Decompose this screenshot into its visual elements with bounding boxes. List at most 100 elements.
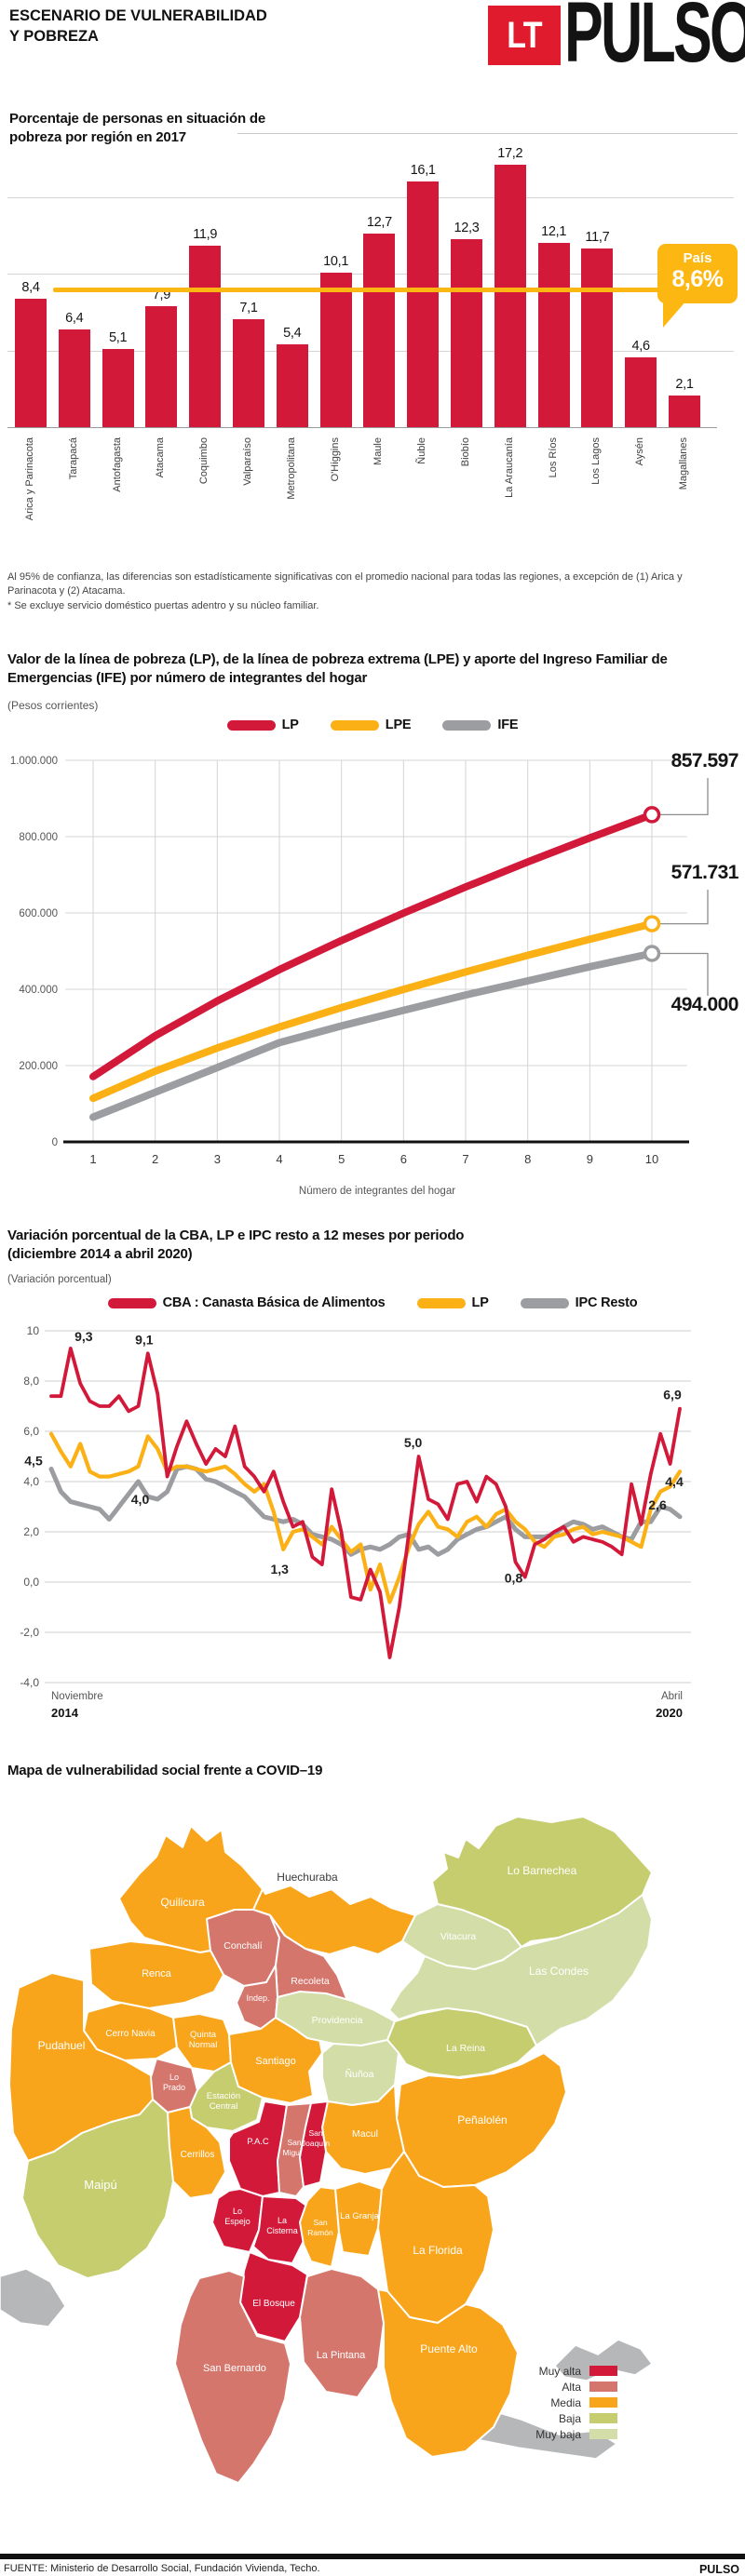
y-tick-label: 800.000 <box>19 832 58 843</box>
series-line-LP <box>48 1431 683 1604</box>
y-tick-label: 6,0 <box>23 1425 39 1438</box>
bar-value: 4,6 <box>631 339 651 354</box>
legend-swatch <box>330 719 379 731</box>
commune-label: Lo Barnechea <box>508 1864 577 1877</box>
commune-label: Indep. <box>246 1993 269 2003</box>
lp-line-chart: 1.000.000 800.000 600.000 400.000 200.000 0 1 2… <box>10 750 739 1166</box>
region-label: Coquimbo <box>198 437 210 485</box>
region-label: Metropolitana <box>285 437 297 500</box>
commune-label: La Pintana <box>317 2350 366 2361</box>
bar-chart-footnote: Al 95% de confianza, las diferencias son… <box>7 571 683 597</box>
var-chart-legend: CBA : Canasta Básica de Alimentos LP IPC R… <box>0 1295 745 1310</box>
end-value-label: 857.597 <box>671 750 738 771</box>
commune-label: Quinta Normal <box>189 2030 218 2050</box>
bar-value: 8,4 <box>21 280 40 295</box>
y-tick-label: 2,0 <box>23 1525 39 1538</box>
legend-swatch <box>226 719 276 731</box>
legend-item: IPC Resto <box>520 1295 638 1310</box>
commune-label: Vitacura <box>440 1931 476 1942</box>
end-point-LPE <box>643 915 661 932</box>
commune-label: La Granja <box>340 2211 379 2221</box>
lt-logo: LT <box>488 6 561 65</box>
bar <box>15 299 47 427</box>
footer-rule <box>0 2554 745 2559</box>
commune-label: El Bosque <box>252 2299 295 2309</box>
callout-label: País <box>683 250 712 266</box>
y-tick-label: -2,0 <box>20 1626 39 1639</box>
legend-swatch <box>107 1297 156 1308</box>
lp-chart-title: Valor de la línea de pobreza (LP), de la… <box>7 651 668 687</box>
region-label: Los Ríos <box>547 437 559 478</box>
x-tick-label: 10 <box>645 1152 658 1166</box>
var-chart-title: Variación porcentual de la CBA, LP e IPC… <box>7 1228 465 1263</box>
annotation-9,3: 9,3 <box>74 1329 93 1344</box>
bar <box>102 349 134 427</box>
bar <box>58 329 90 427</box>
bar-value: 12,7 <box>366 215 392 230</box>
commune-label: Peñalolén <box>457 2113 507 2127</box>
commune-shape-La Granja <box>334 2180 383 2257</box>
y-tick-label: 8,0 <box>23 1375 39 1388</box>
region-label: Valparaíso <box>242 437 253 486</box>
series-line-IPC Resto <box>48 1464 683 1557</box>
callout-value: 8,6% <box>671 266 724 292</box>
footer-brand: PULSO <box>698 2563 739 2576</box>
bar-value: 17,2 <box>497 146 523 161</box>
commune-label: La Cisterna <box>266 2216 298 2235</box>
commune-label: Huechuraba <box>277 1871 338 1884</box>
map-legend-swatch <box>589 2397 617 2408</box>
vulnerability-map: Quilicura Huechuraba Conchalí Recoleta Indep… <box>0 1816 654 2484</box>
y-tick-label: 1.000.000 <box>10 756 58 767</box>
annotation-4,0: 4,0 <box>131 1492 150 1507</box>
commune-label: Quilicura <box>160 1896 205 1909</box>
x-end-month: Abril <box>660 1691 683 1702</box>
commune-shape-La Cisterna <box>252 2195 310 2264</box>
x-tick-label: 5 <box>338 1152 345 1166</box>
map-legend-swatch <box>589 2429 617 2439</box>
source-note: FUENTE: Ministerio de Desarrollo Social,… <box>4 2563 320 2574</box>
region-label: O'Higgins <box>329 437 341 482</box>
x-tick-label: 6 <box>400 1152 407 1166</box>
commune-label: Cerrillos <box>181 2150 215 2160</box>
end-value-label: 494.000 <box>671 994 738 1015</box>
national-average-line <box>53 288 663 292</box>
legend-item: LP <box>226 718 299 732</box>
end-point-LP <box>643 806 661 824</box>
commune-label: Macul <box>352 2128 378 2140</box>
y-tick-label: 0,0 <box>23 1576 39 1589</box>
commune-shape-Lo Barnechea <box>431 1816 653 1948</box>
map-legend-label: Baja <box>558 2411 581 2425</box>
var-chart-subtitle: (Variación porcentual) <box>7 1274 112 1285</box>
region-label: Maule <box>372 437 385 465</box>
x-tick-label: 9 <box>587 1152 593 1166</box>
x-axis <box>7 427 717 428</box>
pulso-logo: PULSO <box>564 0 745 80</box>
x-tick-label: 4 <box>276 1152 282 1166</box>
map-legend: Muy alta Alta Media Baja Muy baja <box>501 2364 617 2443</box>
bar-value: 16,1 <box>410 163 436 178</box>
commune-label: San Ramón <box>307 2218 333 2237</box>
bar-value: 11,7 <box>585 230 610 245</box>
map-legend-swatch <box>589 2381 617 2392</box>
x-tick-label: 3 <box>214 1152 221 1166</box>
bar-value: 5,4 <box>283 326 302 341</box>
annotation-5,0: 5,0 <box>404 1435 423 1450</box>
legend-label: LP <box>471 1295 489 1310</box>
y-tick-label: -4,0 <box>20 1676 39 1689</box>
bar-value: 2,1 <box>675 377 694 392</box>
bar-chart-footnote-2: * Se excluye servicio doméstico puertas … <box>7 600 319 611</box>
region-label: Tarapacá <box>67 437 79 480</box>
bar <box>537 243 570 427</box>
map-legend-row: Baja <box>501 2411 617 2425</box>
commune-label: La Reina <box>446 2043 485 2054</box>
region-label: Antofagasta <box>111 437 123 492</box>
end-label-connector <box>659 890 709 925</box>
x-tick-label: 7 <box>462 1152 468 1166</box>
bar <box>363 234 396 427</box>
region-label: Atacama <box>155 437 167 478</box>
bar-value: 12,3 <box>454 221 480 235</box>
terrain-area <box>553 2339 654 2381</box>
y-tick-label: 10 <box>27 1324 40 1337</box>
annotation-4,5: 4,5 <box>24 1454 43 1469</box>
